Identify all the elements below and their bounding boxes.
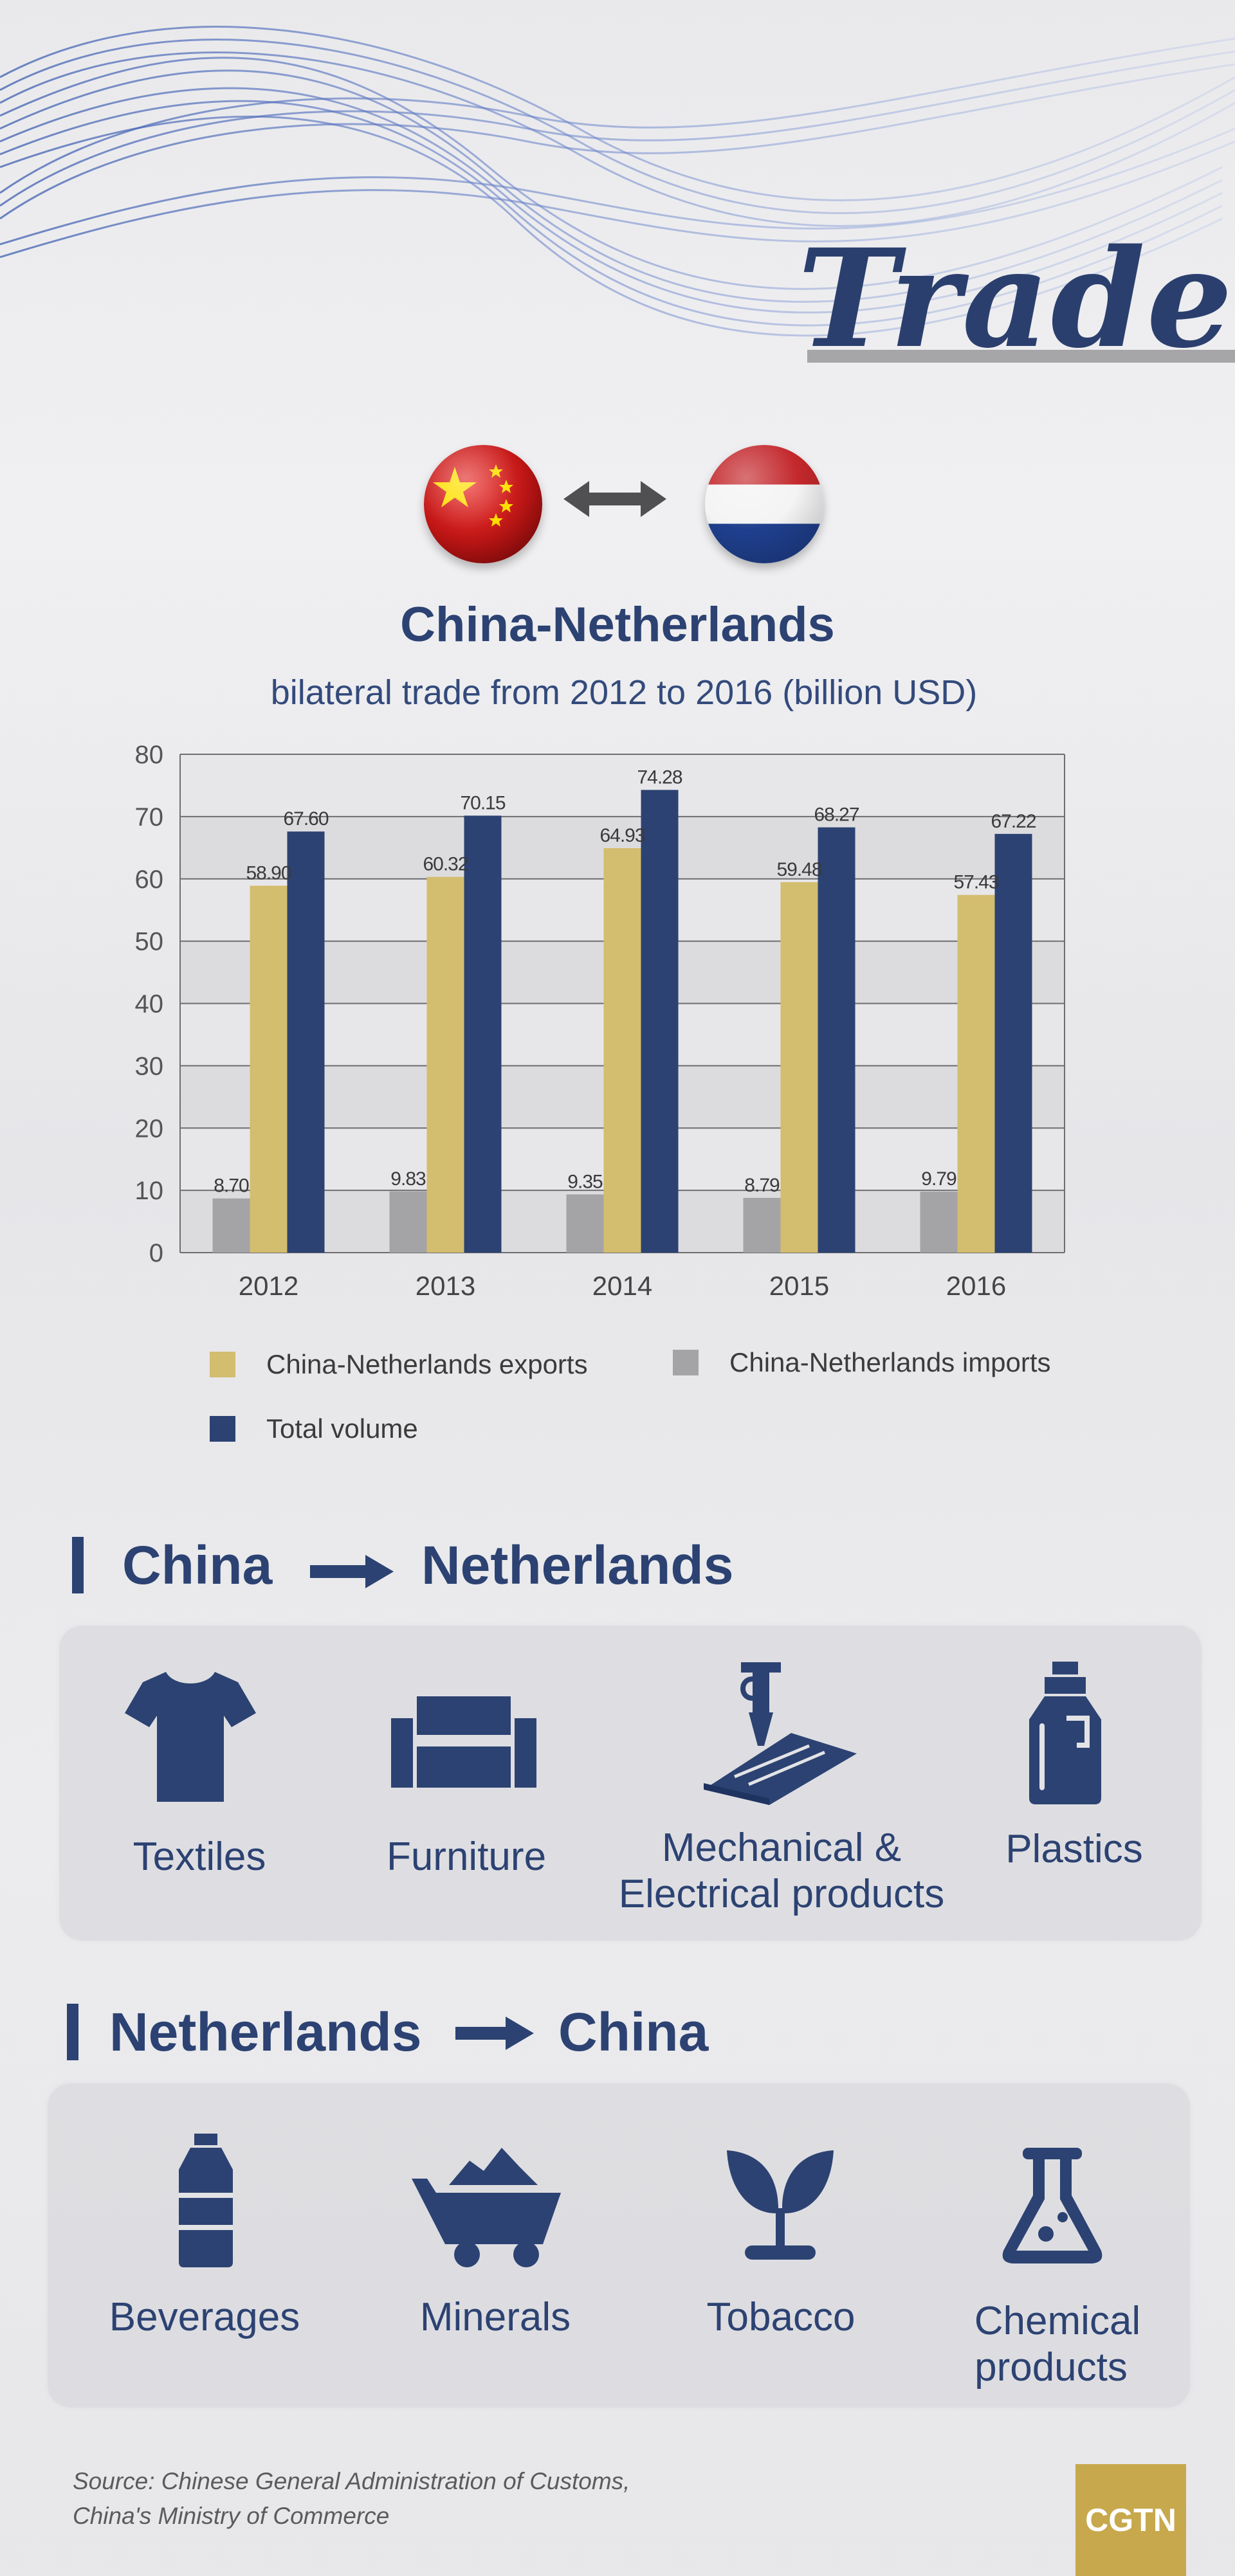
machine-tool-icon	[704, 1662, 857, 1805]
y-tick-label: 60	[135, 866, 164, 894]
bar	[250, 885, 288, 1253]
bar	[920, 1192, 958, 1253]
page-title: Trade	[798, 219, 1234, 378]
section-from-label: Netherlands	[109, 2002, 422, 2062]
bar	[389, 1191, 427, 1253]
data-label: 8.79	[744, 1175, 780, 1196]
legend-swatch-exports	[210, 1352, 235, 1377]
china-flag-icon	[424, 445, 542, 563]
section-marker	[67, 2004, 78, 2060]
data-label: 8.70	[214, 1175, 249, 1197]
bar	[426, 876, 464, 1253]
data-label: 68.27	[814, 804, 859, 826]
section-marker	[72, 1537, 84, 1593]
data-label: 58.90	[246, 862, 291, 884]
grid-band	[180, 754, 1065, 817]
product-label: Tobacco	[706, 2295, 855, 2339]
sprout-icon	[727, 2150, 834, 2260]
import-products-panel	[48, 2083, 1190, 2408]
legend-label-total: Total volume	[266, 1413, 418, 1444]
y-tick-label: 50	[135, 928, 164, 956]
plastic-bottle-icon	[1029, 1662, 1101, 1804]
bar	[957, 894, 995, 1253]
bar	[994, 833, 1032, 1253]
sofa-icon	[391, 1696, 536, 1788]
bar	[212, 1198, 250, 1253]
data-label: 64.93	[599, 825, 645, 846]
y-tick-label: 70	[135, 803, 164, 831]
flask-icon	[1002, 2148, 1102, 2263]
data-label: 9.83	[390, 1168, 426, 1190]
product-label: Plastics	[1005, 1827, 1143, 1871]
legend-label-imports: China-Netherlands imports	[729, 1347, 1051, 1377]
legend-exports: China-Netherlands exports	[210, 1349, 588, 1380]
section-to-label: Netherlands	[421, 1535, 734, 1595]
x-tick-label: 2013	[416, 1271, 475, 1301]
source-note: Source: Chinese General Administration o…	[73, 2464, 780, 2534]
source-line-2: China's Ministry of Commerce	[73, 2503, 390, 2529]
bar	[743, 1197, 781, 1253]
data-label: 59.48	[776, 859, 821, 880]
product-label-line1: Mechanical &	[661, 1826, 902, 1870]
y-tick-label: 80	[135, 741, 164, 769]
right-arrow-icon	[455, 2017, 534, 2050]
product-label: Textiles	[133, 1835, 266, 1879]
legend-label-exports: China-Netherlands exports	[266, 1349, 588, 1379]
hero-wave-decoration	[0, 26, 1235, 337]
x-tick-label: 2016	[946, 1271, 1006, 1301]
product-label: Furniture	[386, 1835, 547, 1879]
beverage-bottle-icon	[179, 2134, 233, 2267]
legend-imports: China-Netherlands imports	[673, 1347, 1051, 1378]
x-tick-label: 2015	[769, 1271, 829, 1301]
product-label-line1: Chemical	[974, 2299, 1141, 2343]
data-label: 60.32	[423, 854, 468, 875]
tshirt-icon	[125, 1672, 256, 1802]
legend-total: Total volume	[210, 1413, 418, 1444]
x-tick-label: 2014	[592, 1271, 652, 1301]
bar	[464, 815, 502, 1253]
y-tick-label: 10	[135, 1177, 164, 1205]
legend-swatch-imports	[673, 1350, 699, 1375]
product-label-line2: products	[974, 2345, 1128, 2390]
export-products-panel	[59, 1626, 1202, 1941]
data-label: 70.15	[460, 792, 505, 813]
legend-swatch-total	[210, 1416, 235, 1442]
bar-chart: 8.70 58.90 67.60 9.83 60.32 70.15 9.35 64.93 74.…	[135, 741, 1065, 1301]
product-label: Minerals	[419, 2295, 571, 2339]
chart-subtitle: bilateral trade from 2012 to 2016 (billi…	[270, 673, 978, 712]
bar	[603, 848, 641, 1253]
right-arrow-icon	[310, 1555, 394, 1588]
y-tick-label: 0	[149, 1239, 163, 1267]
bar	[287, 831, 325, 1253]
data-label: 74.28	[637, 766, 682, 788]
product-label-line2: Electrical products	[618, 1872, 945, 1916]
mine-cart-icon	[412, 2148, 561, 2267]
y-tick-label: 40	[135, 990, 164, 1019]
data-label: 67.60	[283, 808, 328, 830]
data-label: 9.79	[921, 1168, 956, 1190]
cgtn-logo: CGTN	[1075, 2464, 1186, 2576]
y-tick-label: 20	[135, 1114, 164, 1143]
data-label: 67.22	[991, 811, 1036, 832]
section-to-label: China	[558, 2002, 709, 2062]
data-label: 9.35	[567, 1171, 603, 1192]
product-label: Beverages	[109, 2295, 300, 2339]
bar	[780, 882, 818, 1253]
bar	[818, 827, 855, 1253]
source-line-1: Source: Chinese General Administration o…	[73, 2468, 630, 2494]
x-tick-label: 2012	[239, 1271, 298, 1301]
data-label: 57.43	[953, 872, 998, 893]
section-from-label: China	[122, 1535, 273, 1595]
bar	[641, 790, 679, 1253]
title-underline	[807, 350, 1235, 363]
netherlands-flag-icon	[705, 445, 823, 563]
double-arrow-icon	[563, 481, 666, 517]
chart-title: China-Netherlands	[400, 597, 835, 652]
bar	[566, 1194, 604, 1253]
y-tick-label: 30	[135, 1052, 164, 1080]
